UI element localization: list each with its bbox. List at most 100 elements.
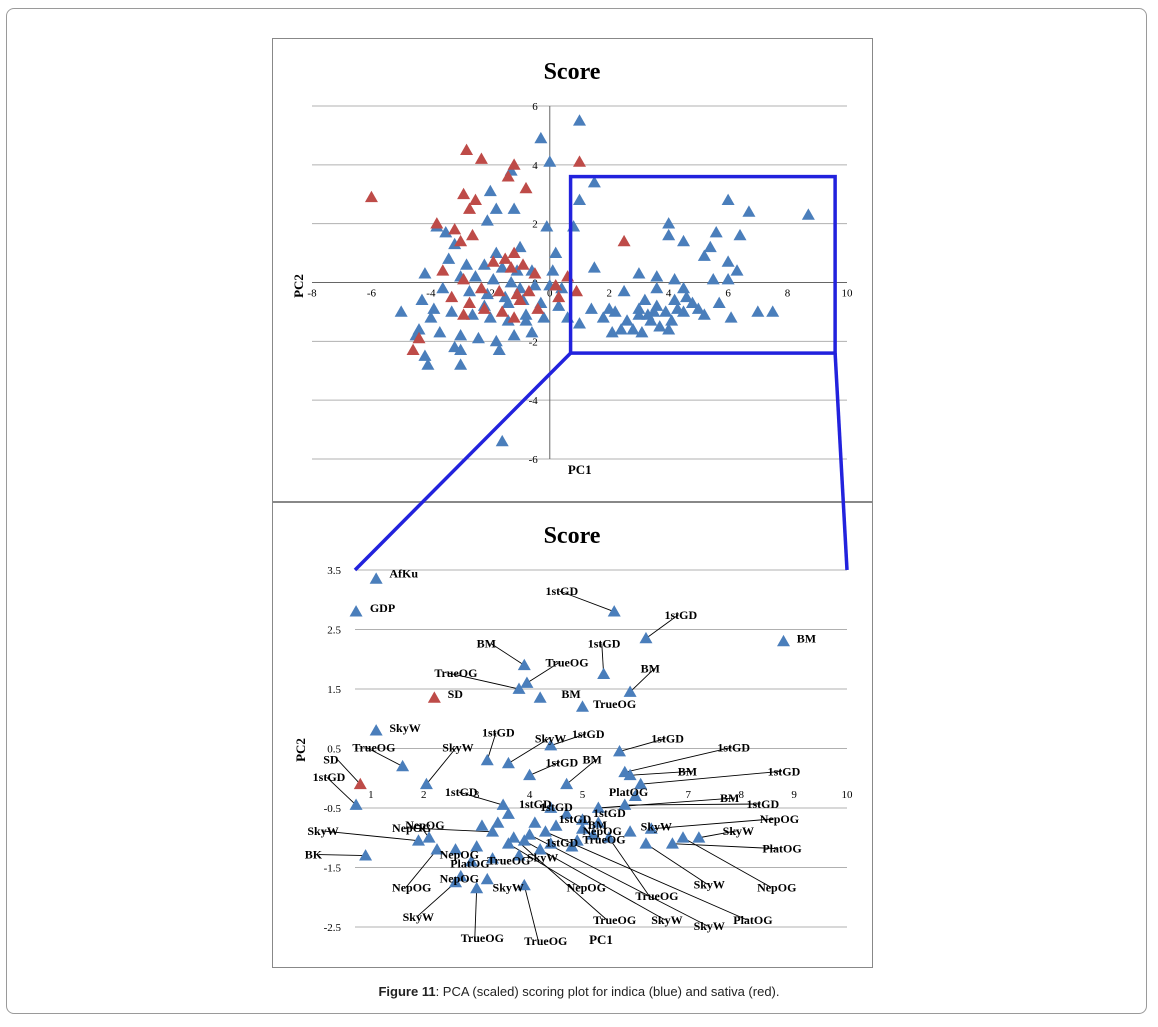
indica-point (573, 193, 586, 206)
sativa-point (466, 228, 479, 241)
indica-point (751, 305, 765, 317)
x-tick-label: -4 (426, 288, 436, 300)
point-label: SkyW (493, 880, 524, 894)
indica-point (575, 813, 589, 825)
indica-point (422, 831, 436, 843)
sativa-point (463, 202, 477, 214)
sativa-point (474, 152, 488, 164)
sativa-point (412, 331, 426, 344)
indica-point (662, 217, 676, 229)
x-tick-label: 4 (527, 789, 533, 801)
point-label: 1stGD (519, 797, 552, 811)
indica-point (544, 739, 558, 751)
indica-point (668, 273, 682, 285)
point-label: 1stGD (313, 770, 346, 784)
x-tick-label: 3 (474, 789, 480, 801)
indica-point (439, 225, 453, 238)
indica-point (691, 302, 705, 314)
indica-point (584, 302, 598, 314)
indica-point (555, 281, 569, 294)
indica-point (513, 240, 527, 253)
sativa-point (486, 255, 500, 267)
point-label: PlatOG (762, 842, 801, 856)
point-label: GDP (370, 601, 395, 615)
indica-point (644, 314, 658, 326)
indica-point (501, 807, 515, 819)
indica-point (517, 878, 531, 891)
point-label: BM (582, 752, 601, 766)
y-tick-label: -1.5 (324, 863, 342, 875)
leader-line (513, 837, 608, 921)
indica-point (677, 281, 691, 294)
indica-point (466, 308, 479, 320)
leader-line (523, 885, 539, 941)
indica-point (617, 284, 631, 297)
indica-point (519, 314, 533, 326)
point-label: SkyW (694, 919, 725, 933)
leader-line (326, 776, 357, 806)
sativa-point (573, 155, 586, 167)
indica-point (730, 264, 744, 276)
indica-point (575, 700, 589, 712)
leader-line (630, 770, 692, 776)
y-tick-label: -2.5 (324, 922, 342, 934)
point-label: BM (678, 764, 697, 778)
indica-point (537, 311, 551, 323)
indica-point (602, 831, 616, 843)
x-tick-label: 7 (686, 789, 692, 801)
indica-point (586, 828, 600, 840)
leader-line (405, 849, 438, 888)
x-tick-label: -6 (367, 288, 377, 300)
indica-point (608, 305, 622, 317)
sativa-point (552, 290, 566, 303)
sativa-point (468, 193, 482, 206)
point-label: SkyW (527, 851, 558, 865)
indica-point (677, 305, 691, 317)
leader-line (559, 590, 615, 613)
indica-point (620, 314, 634, 326)
point-label: 1stGD (540, 800, 573, 814)
sativa-point (460, 143, 474, 155)
y-tick-label: 1.5 (327, 684, 341, 696)
caption-label: Figure 11 (378, 984, 436, 999)
sativa-point (513, 293, 527, 306)
point-label: SkyW (723, 824, 754, 838)
indica-point (721, 255, 735, 267)
sativa-point (457, 308, 471, 320)
point-label: SkyW (535, 732, 566, 746)
point-label: TrueOG (593, 913, 636, 927)
indica-point (703, 240, 717, 253)
indica-point (507, 831, 521, 843)
indica-point (565, 840, 579, 852)
indica-point (605, 326, 619, 338)
indica-point (544, 801, 558, 813)
indica-point (540, 220, 554, 232)
indica-point (464, 855, 478, 867)
indica-point (742, 205, 756, 217)
indica-point (546, 264, 560, 276)
x-tick-label: 2 (421, 789, 427, 801)
indica-point (573, 317, 586, 329)
sativa-point (477, 302, 491, 314)
indica-point (665, 837, 679, 849)
indica-point (668, 293, 682, 306)
indica-point (470, 881, 484, 894)
indica-point (411, 834, 425, 846)
indica-point (607, 605, 621, 617)
indica-point (501, 314, 515, 326)
indica-point (712, 296, 726, 308)
leader-line (318, 854, 366, 857)
leader-line (651, 818, 774, 830)
leader-line (624, 803, 761, 806)
indica-point (724, 311, 738, 323)
point-label: TrueOG (434, 666, 477, 680)
indica-point (449, 843, 463, 855)
sativa-point (436, 264, 450, 276)
indica-point (549, 819, 563, 831)
indica-point (659, 305, 673, 317)
leader-line (645, 843, 708, 885)
x-tick-label: 1 (368, 789, 374, 801)
indica-point (528, 816, 542, 828)
indica-point (519, 308, 533, 320)
indica-point (483, 311, 497, 323)
